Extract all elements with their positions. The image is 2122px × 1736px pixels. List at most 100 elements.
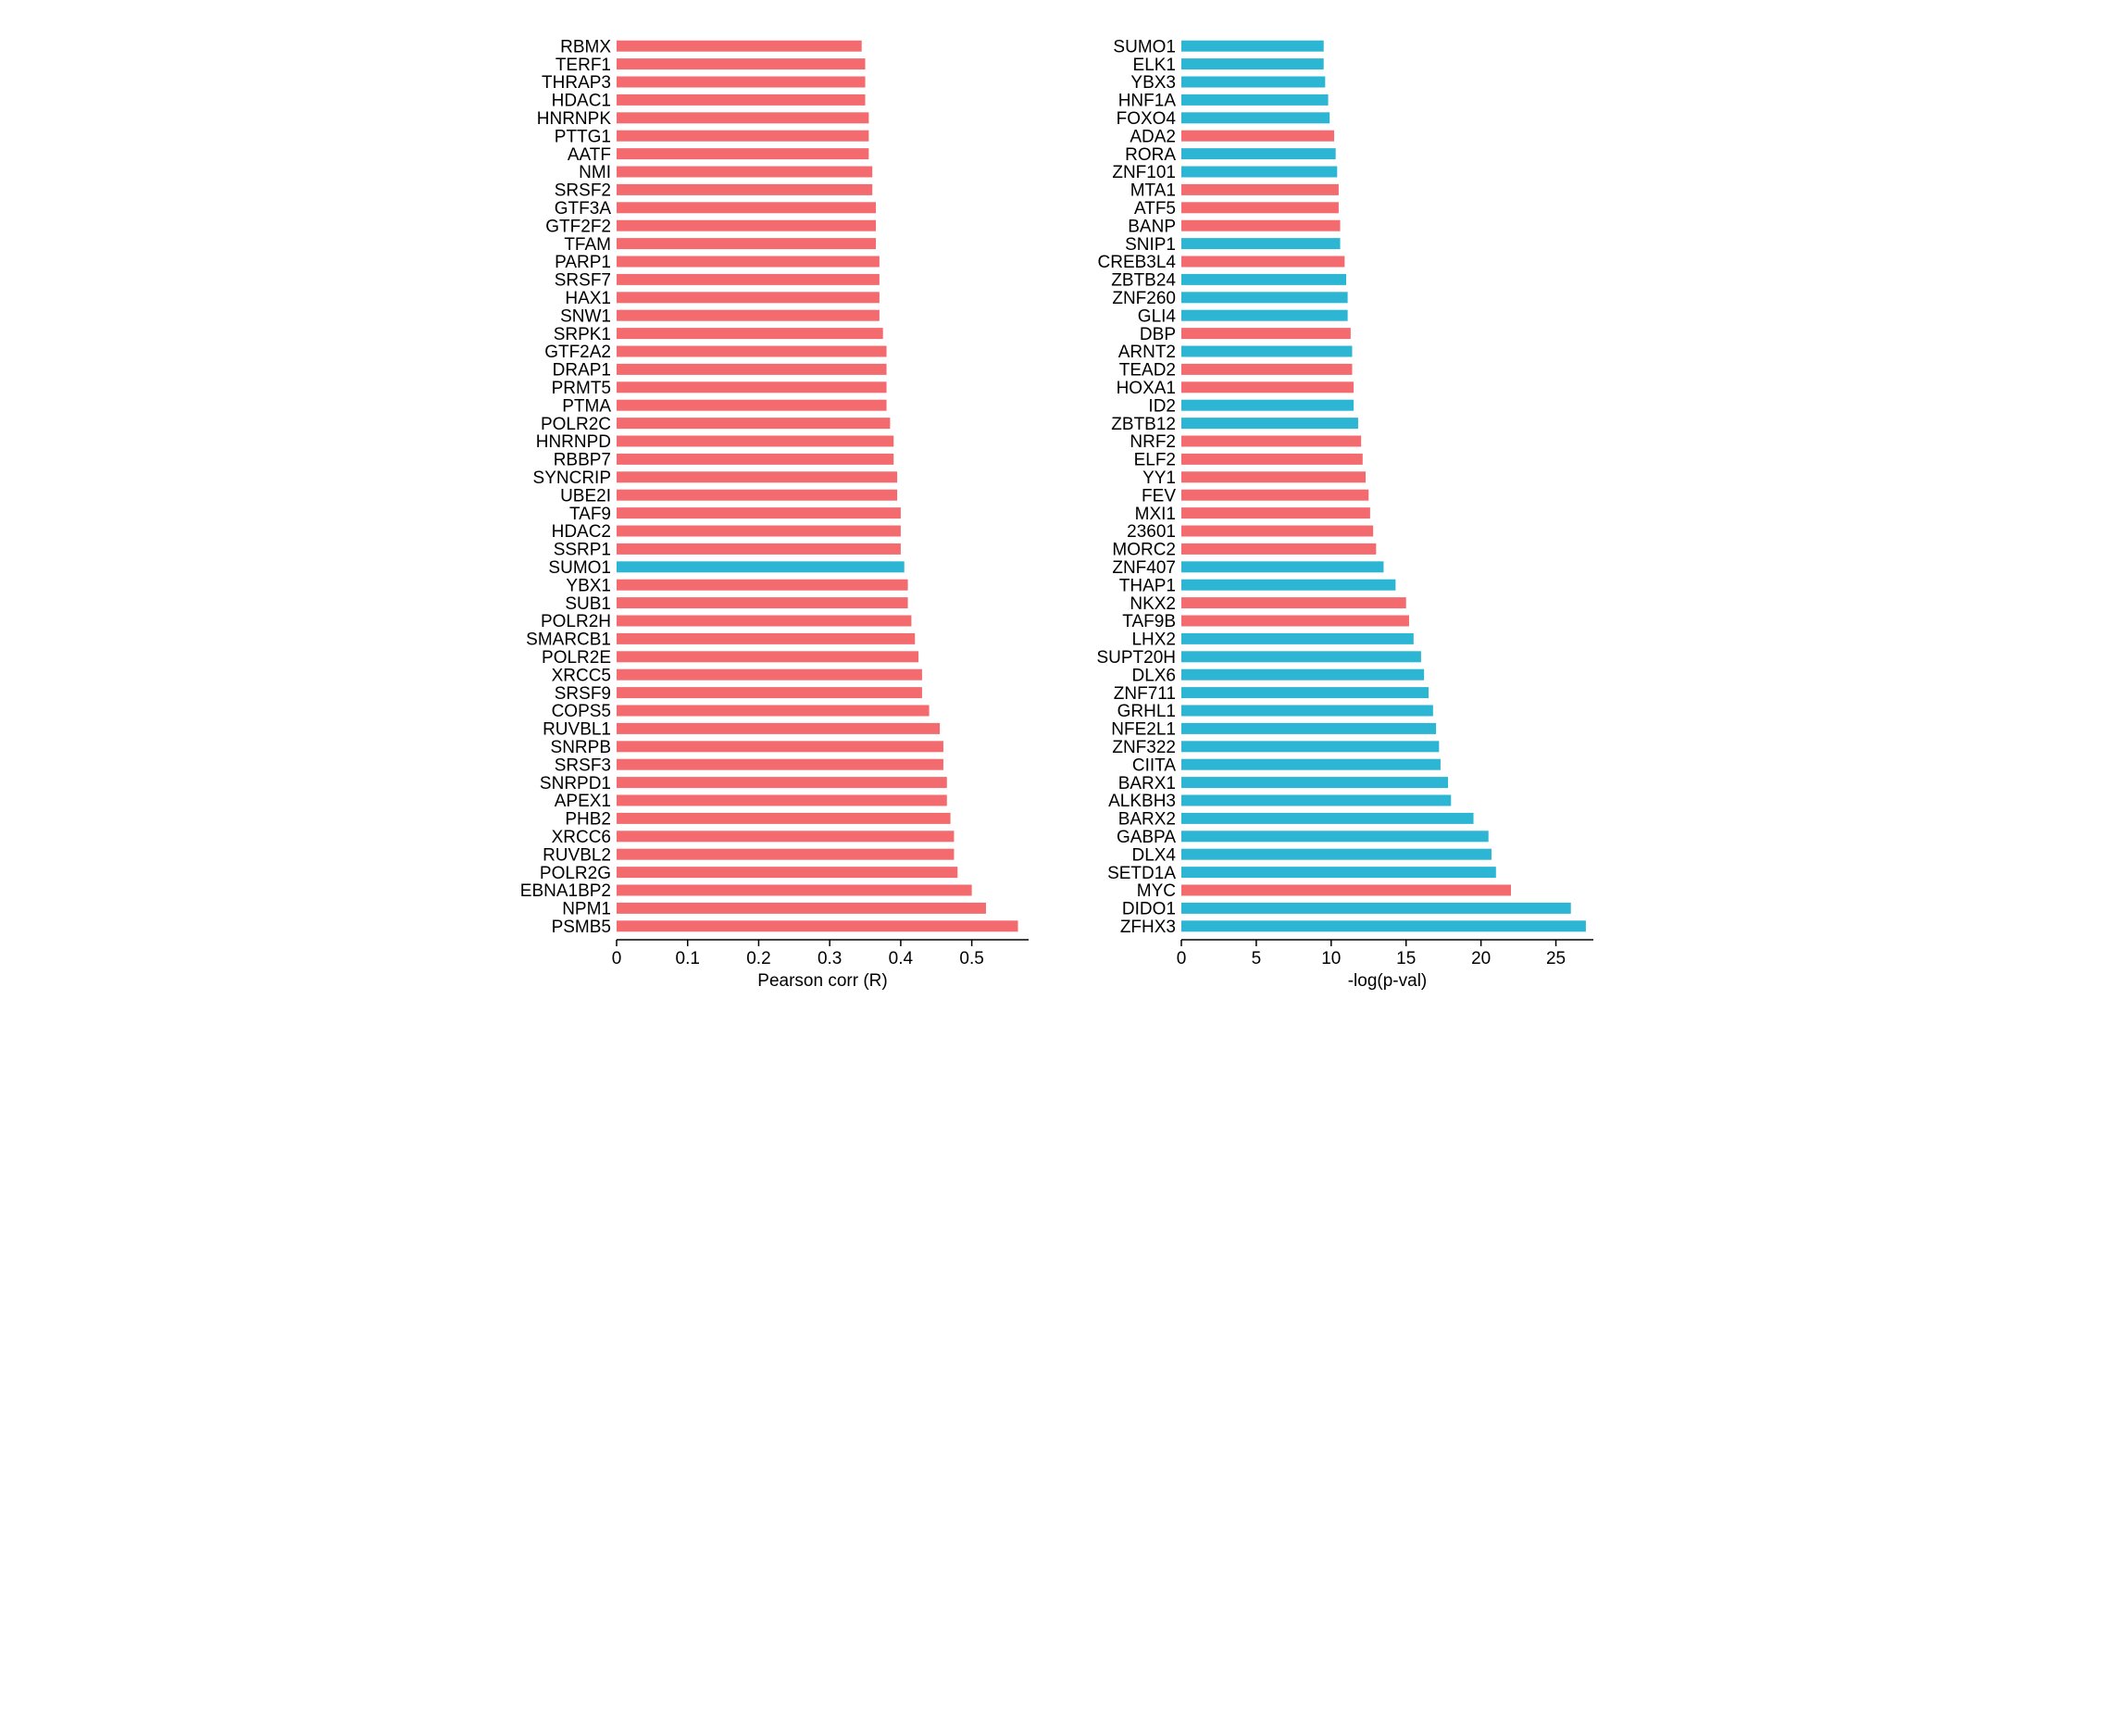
bar	[1181, 292, 1348, 303]
y-axis-label: FOXO4	[1117, 109, 1177, 129]
bar	[1181, 274, 1346, 285]
y-axis-label: SRSF3	[555, 756, 611, 775]
y-axis-label: HNRNPD	[536, 432, 611, 452]
bar	[617, 436, 893, 447]
y-axis-label: HAX1	[565, 289, 611, 308]
x-tick-label: 0	[1177, 949, 1187, 968]
x-tick-label: 0	[612, 949, 622, 968]
bar	[617, 723, 940, 734]
y-axis-label: ZNF322	[1112, 738, 1176, 757]
bar	[1181, 202, 1339, 213]
bar	[1181, 94, 1329, 106]
bar	[1181, 616, 1409, 627]
bar	[617, 741, 943, 752]
y-axis-label: SUB1	[565, 594, 611, 614]
y-axis-label: RORA	[1125, 145, 1176, 165]
y-axis-label: SNRPB	[551, 738, 611, 757]
bar	[617, 238, 876, 249]
bar	[617, 381, 887, 393]
bar	[617, 597, 908, 608]
bar	[617, 580, 908, 591]
bar	[617, 507, 901, 518]
x-tick-label: 10	[1321, 949, 1341, 968]
y-axis-label: HOXA1	[1117, 379, 1176, 398]
y-axis-label: ZNF711	[1114, 684, 1176, 704]
bar	[1181, 867, 1496, 878]
x-tick-label: 0.3	[818, 949, 842, 968]
bar	[1181, 813, 1474, 824]
bar	[617, 706, 930, 717]
y-axis-label: MXI1	[1135, 505, 1176, 524]
bar	[617, 400, 887, 411]
y-axis-label: PHB2	[565, 810, 611, 830]
bar	[1181, 651, 1421, 662]
bar	[1181, 310, 1348, 321]
y-axis-label: GLI4	[1138, 306, 1177, 326]
y-axis-label: ZBTB12	[1111, 415, 1176, 434]
bar	[1181, 220, 1341, 231]
y-axis-label: ZFHX3	[1120, 918, 1176, 937]
y-axis-label: GRHL1	[1117, 702, 1176, 721]
y-axis-label: SYNCRIP	[533, 468, 611, 488]
y-axis-label: SMARCB1	[526, 631, 611, 650]
y-axis-label: GTF2F2	[545, 217, 611, 236]
y-axis-label: AATF	[568, 145, 611, 165]
y-axis-label: SUMO1	[548, 558, 611, 578]
bar	[617, 292, 880, 303]
y-axis-label: PRMT5	[552, 379, 611, 398]
y-axis-label: SSRP1	[554, 541, 611, 560]
bar	[617, 777, 947, 788]
y-axis-label: SUPT20H	[1096, 648, 1176, 668]
y-axis-label: RBMX	[560, 37, 611, 56]
y-axis-label: POLR2C	[541, 415, 611, 434]
y-axis-label: BARX2	[1118, 810, 1176, 830]
y-axis-label: SNRPD1	[540, 774, 611, 793]
bar	[1181, 58, 1324, 69]
y-axis-label: NFE2L1	[1111, 720, 1176, 740]
bar	[1181, 490, 1368, 501]
y-axis-label: MORC2	[1112, 541, 1176, 560]
bar	[1181, 561, 1383, 572]
bar	[1181, 920, 1586, 931]
bar	[1181, 436, 1361, 447]
y-axis-label: POLR2G	[540, 864, 611, 883]
y-axis-label: ELK1	[1133, 56, 1176, 75]
bar	[617, 561, 905, 572]
y-axis-label: EBNA1BP2	[520, 881, 611, 901]
y-axis-label: DIDO1	[1122, 900, 1176, 919]
bar	[1181, 131, 1334, 142]
y-axis-label: RBBP7	[554, 451, 611, 470]
x-tick-label: 20	[1471, 949, 1491, 968]
bar	[1181, 885, 1511, 896]
y-axis-label: LHX2	[1131, 631, 1176, 650]
bar	[617, 274, 880, 285]
y-axis-label: ZNF407	[1112, 558, 1176, 578]
x-axis-title: -log(p-val)	[1348, 971, 1428, 991]
bar	[1181, 364, 1352, 375]
y-axis-label: SUMO1	[1113, 37, 1176, 56]
y-axis-label: DLX6	[1131, 666, 1176, 685]
bar	[1181, 669, 1424, 681]
bar	[617, 418, 890, 429]
pearson-chart: RBMXTERF1THRAP3HDAC1HNRNPKPTTG1AATFNMISR…	[515, 19, 1042, 1000]
bar	[617, 795, 947, 806]
bar	[1181, 777, 1448, 788]
y-axis-label: HDAC1	[552, 92, 611, 111]
bar	[617, 543, 901, 555]
bar	[617, 903, 986, 914]
y-axis-label: PTTG1	[555, 127, 611, 146]
y-axis-label: ZBTB24	[1111, 271, 1176, 291]
bar	[617, 813, 951, 824]
bar	[617, 131, 868, 142]
y-axis-label: FEV	[1142, 486, 1176, 506]
y-axis-label: 23601	[1127, 522, 1176, 542]
bar	[1181, 831, 1489, 842]
bar	[1181, 849, 1492, 860]
y-axis-label: TAF9B	[1122, 612, 1176, 631]
bar	[1181, 543, 1376, 555]
y-axis-label: GTF3A	[555, 199, 612, 219]
bar	[617, 759, 943, 770]
y-axis-label: DLX4	[1131, 845, 1176, 865]
bar	[617, 148, 868, 159]
bar	[1181, 418, 1358, 429]
